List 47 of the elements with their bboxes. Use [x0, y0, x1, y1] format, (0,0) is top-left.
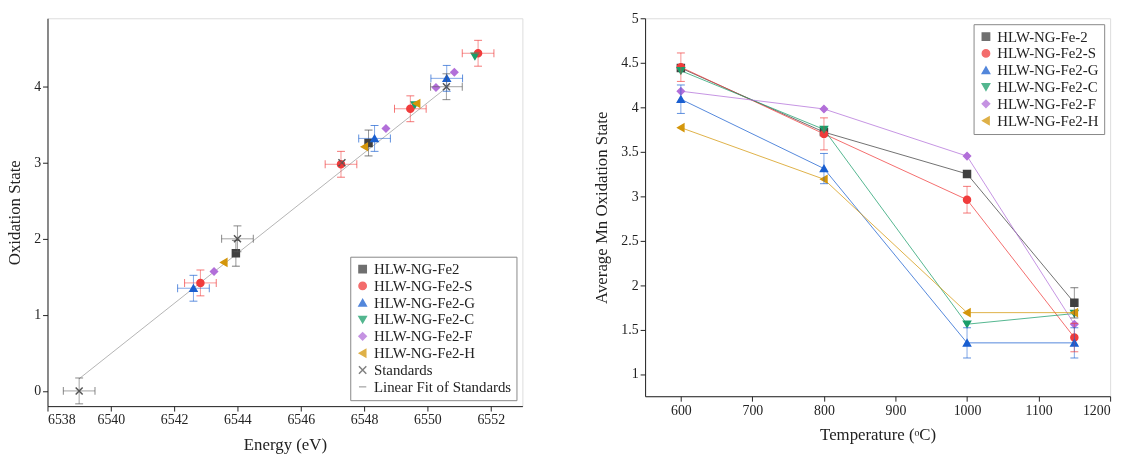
x-tick-label: 700 — [742, 402, 764, 418]
x-tick-label: 1100 — [1025, 402, 1053, 418]
y-tick-label: 1.5 — [621, 321, 639, 337]
y-tick-label: 5 — [631, 10, 639, 26]
x-axis-title: Energy (eV) — [243, 435, 328, 455]
x-tick-label: 6550 — [414, 412, 442, 428]
x-tick-label: 600 — [670, 402, 692, 418]
x-tick-label: 1000 — [953, 402, 982, 418]
y-tick-label: 1 — [631, 366, 639, 382]
x-tick-label: 6552 — [477, 412, 506, 428]
x-tick-label: 6540 — [97, 412, 126, 428]
y-tick-label: 4 — [34, 79, 42, 95]
legend-label: HLW-NG-Fe2-C — [374, 311, 475, 328]
y-tick-label: 1 — [34, 307, 42, 323]
legend-label: Linear Fit of Standards — [374, 378, 512, 395]
y-tick-label: 3 — [631, 188, 639, 204]
y-axis-title: Average Mn Oxidation State — [592, 111, 612, 304]
x-tick-label: 6546 — [287, 412, 316, 428]
legend-label: HLW-NG-Fe2-H — [374, 345, 476, 362]
y-tick-label: 2 — [34, 231, 42, 247]
legend-label: HLW-NG-Fe2-F — [997, 95, 1096, 112]
y-tick-label: 2 — [631, 277, 639, 293]
legend-label: HLW-NG-Fe2-H — [997, 112, 1099, 129]
y-tick-label: 3.5 — [621, 144, 639, 160]
y-tick-label: 3 — [34, 155, 42, 171]
y-tick-label: 2.5 — [621, 233, 639, 249]
x-tick-label: 1200 — [1082, 402, 1111, 418]
x-axis-title: Temperature (ᵒC) — [820, 425, 937, 445]
y-tick-label: 0 — [34, 383, 42, 399]
y-axis-title: Oxidation State — [5, 160, 25, 266]
y-tick-label: 4.5 — [621, 55, 639, 71]
x-tick-label: 800 — [814, 402, 835, 418]
x-tick-label: 6548 — [350, 412, 379, 428]
x-tick-label: 900 — [885, 402, 907, 418]
legend-label: HLW-NG-Fe2-G — [997, 62, 1099, 79]
legend-label: HLW-NG-Fe2-F — [374, 328, 473, 345]
x-tick-label: 6538 — [47, 412, 76, 428]
legend-label: HLW-NG-Fe2-S — [374, 277, 473, 294]
y-tick-label: 4 — [631, 99, 639, 115]
x-tick-label: 6544 — [224, 412, 252, 428]
legend-label: Standards — [374, 361, 433, 378]
legend-label: HLW-NG-Fe2 — [374, 261, 460, 278]
legend-label: HLW-NG-Fe2-G — [374, 294, 476, 311]
legend-label: HLW-NG-Fe2-C — [997, 78, 1098, 95]
legend-label: HLW-NG-Fe2-S — [997, 45, 1096, 62]
x-tick-label: 6542 — [160, 412, 189, 428]
legend-label: HLW-NG-Fe-2 — [997, 28, 1088, 45]
